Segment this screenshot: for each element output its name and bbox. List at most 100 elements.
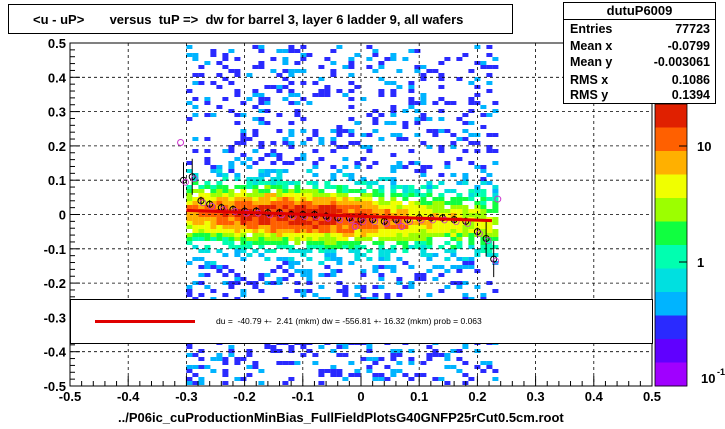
x-tick-label: 0.3	[527, 389, 545, 404]
heatmap-cell	[258, 173, 265, 177]
heatmap-cell	[276, 349, 283, 353]
heatmap-cell	[456, 209, 463, 213]
heatmap-cell	[336, 133, 343, 137]
heatmap-cell	[276, 257, 283, 261]
heatmap-cell	[384, 205, 391, 209]
heatmap-cell	[204, 113, 211, 117]
heatmap-cell	[300, 249, 307, 253]
heatmap-cell	[390, 353, 397, 357]
heatmap-cell	[348, 197, 355, 201]
heatmap-cell	[468, 209, 475, 213]
heatmap-cell	[444, 161, 451, 165]
heatmap-cell	[258, 121, 265, 125]
heatmap-cell	[474, 285, 481, 289]
heatmap-cell	[300, 353, 307, 357]
profile-point-alt	[475, 230, 483, 238]
heatmap-cell	[342, 225, 349, 229]
z-bottom-label: 10	[701, 371, 715, 386]
heatmap-cell	[372, 293, 379, 297]
heatmap-cell	[348, 209, 355, 213]
heatmap-cell	[372, 229, 379, 233]
heatmap-cell	[420, 237, 427, 241]
heatmap-cell	[390, 153, 397, 157]
heatmap-cell	[390, 189, 397, 193]
heatmap-cell	[204, 365, 211, 369]
heatmap-cell	[384, 209, 391, 213]
heatmap-cell	[438, 209, 445, 213]
heatmap-cell	[198, 81, 205, 85]
heatmap-cell	[342, 157, 349, 161]
heatmap-cell	[420, 113, 427, 117]
heatmap-cell	[408, 233, 415, 237]
color-scale-band	[655, 268, 687, 293]
heatmap-cell	[222, 229, 229, 233]
heatmap-cell	[264, 121, 271, 125]
heatmap-cell	[300, 97, 307, 101]
heatmap-cell	[186, 237, 193, 241]
color-scale-band	[655, 198, 687, 222]
heatmap-cell	[342, 377, 349, 381]
heatmap-cell	[318, 233, 325, 237]
heatmap-cell	[270, 85, 277, 89]
heatmap-cell	[270, 57, 277, 61]
heatmap-cell	[198, 225, 205, 229]
y-tick-label: 0.3	[48, 105, 66, 120]
heatmap-cell	[192, 245, 199, 249]
stats-name: dutuP6009	[564, 3, 715, 20]
heatmap-cell	[438, 353, 445, 357]
heatmap-cell	[444, 221, 451, 225]
heatmap-cell	[252, 281, 259, 285]
heatmap-cell	[252, 365, 259, 369]
heatmap-cell	[282, 257, 289, 261]
heatmap-cell	[270, 69, 277, 73]
heatmap-cell	[342, 285, 349, 289]
heatmap-cell	[222, 265, 229, 269]
heatmap-cell	[300, 221, 307, 225]
heatmap-cell	[330, 177, 337, 181]
heatmap-cell	[258, 97, 265, 101]
heatmap-cell	[390, 169, 397, 173]
heatmap-cell	[294, 61, 301, 65]
heatmap-cell	[228, 349, 235, 353]
heatmap-cell	[348, 361, 355, 365]
heatmap-cell	[378, 193, 385, 197]
heatmap-cell	[228, 285, 235, 289]
heatmap-cell	[372, 357, 379, 361]
heatmap-cell	[486, 225, 493, 229]
heatmap-cell	[258, 237, 265, 241]
heatmap-cell	[186, 161, 193, 165]
heatmap-cell	[462, 345, 469, 349]
heatmap-cell	[348, 217, 355, 221]
heatmap-cell	[456, 193, 463, 197]
heatmap-cell	[234, 225, 241, 229]
heatmap-cell	[420, 201, 427, 205]
heatmap-cell	[408, 193, 415, 197]
heatmap-cell	[456, 221, 463, 225]
heatmap-cell	[432, 205, 439, 209]
heatmap-cell	[372, 121, 379, 125]
x-tick-label: 0.5	[643, 389, 661, 404]
heatmap-cell	[408, 189, 415, 193]
heatmap-cell	[330, 149, 337, 153]
heatmap-cell	[222, 237, 229, 241]
heatmap-cell	[426, 345, 433, 349]
heatmap-cell	[210, 265, 217, 269]
heatmap-cell	[252, 209, 259, 213]
heatmap-cell	[270, 185, 277, 189]
heatmap-cell	[414, 65, 421, 69]
heatmap-cell	[228, 69, 235, 73]
heatmap-cell	[450, 265, 457, 269]
heatmap-cell	[402, 233, 409, 237]
heatmap-cell	[336, 373, 343, 377]
heatmap-cell	[360, 209, 367, 213]
heatmap-cell	[354, 229, 361, 233]
color-scale-band	[655, 174, 687, 199]
heatmap-cell	[492, 65, 499, 69]
heatmap-cell	[456, 117, 463, 121]
heatmap-cell	[396, 361, 403, 365]
heatmap-cell	[246, 221, 253, 225]
heatmap-cell	[324, 193, 331, 197]
heatmap-cell	[384, 253, 391, 257]
heatmap-cell	[390, 177, 397, 181]
heatmap-cell	[276, 113, 283, 117]
